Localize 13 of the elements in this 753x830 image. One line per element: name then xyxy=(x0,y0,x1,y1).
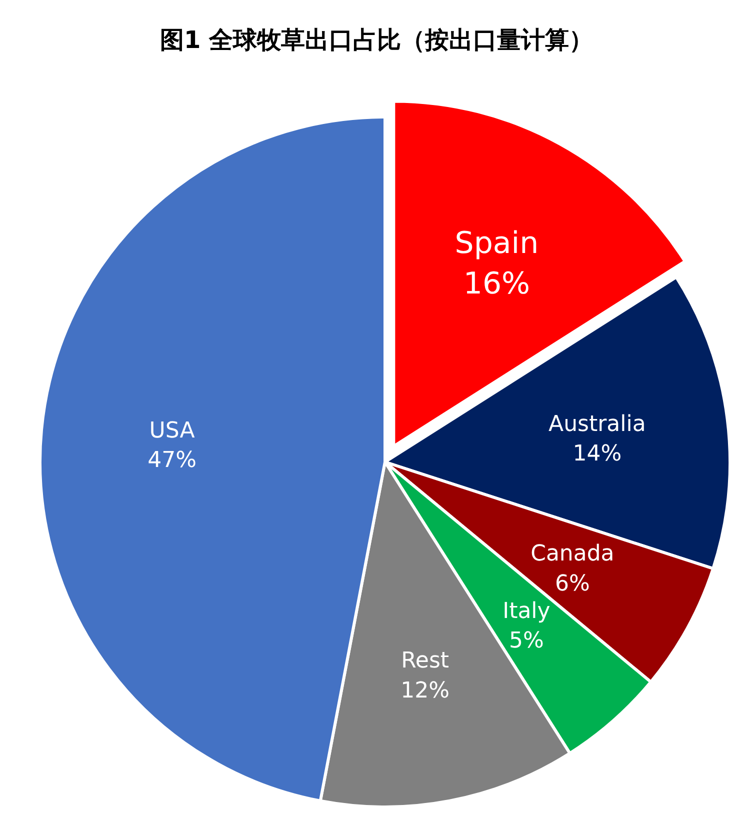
data-label: 16% xyxy=(463,266,530,302)
slice-label: Italy xyxy=(502,599,550,624)
slice-label: USA xyxy=(149,418,195,444)
data-label: 6% xyxy=(554,571,590,596)
chart-title: 图1 全球牧草出口占比（按出口量计算） xyxy=(160,26,594,54)
data-label: 5% xyxy=(509,628,544,654)
data-label: 14% xyxy=(572,441,622,466)
slice-label: Rest xyxy=(401,648,450,674)
data-label: 12% xyxy=(400,678,450,704)
slice-label: Australia xyxy=(548,412,646,437)
slice-label: Spain xyxy=(454,226,539,261)
slice-label: Canada xyxy=(530,542,614,567)
data-label: 47% xyxy=(148,448,196,474)
